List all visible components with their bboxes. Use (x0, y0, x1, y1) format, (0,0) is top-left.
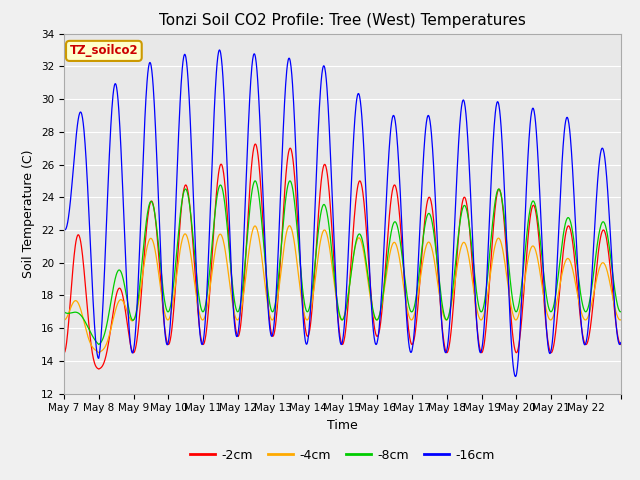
-2cm (474, 336, 482, 341)
-4cm (617, 317, 625, 323)
-16cm (317, 74, 325, 80)
Line: -16cm: -16cm (64, 50, 621, 376)
-2cm (328, 234, 336, 240)
-8cm (611, 283, 618, 289)
-4cm (95, 350, 102, 356)
-16cm (216, 47, 223, 53)
-2cm (252, 141, 259, 147)
Legend: -2cm, -4cm, -8cm, -16cm: -2cm, -4cm, -8cm, -16cm (186, 444, 499, 467)
-2cm (318, 172, 326, 178)
-16cm (328, 191, 336, 197)
-8cm (95, 342, 102, 348)
-4cm (328, 266, 336, 272)
-16cm (611, 298, 618, 304)
-8cm (617, 309, 625, 314)
-2cm (556, 285, 564, 290)
Y-axis label: Soil Temperature (C): Soil Temperature (C) (22, 149, 35, 278)
-8cm (318, 205, 326, 211)
-2cm (148, 198, 156, 204)
X-axis label: Time: Time (327, 419, 358, 432)
Line: -4cm: -4cm (64, 226, 621, 353)
-16cm (556, 202, 564, 207)
-4cm (556, 282, 564, 288)
Text: TZ_soilco2: TZ_soilco2 (70, 44, 138, 58)
-8cm (328, 255, 336, 261)
-2cm (95, 366, 102, 372)
-8cm (252, 178, 259, 184)
-2cm (60, 350, 68, 356)
-16cm (512, 373, 520, 379)
-2cm (617, 342, 625, 348)
-4cm (611, 302, 618, 308)
Title: Tonzi Soil CO2 Profile: Tree (West) Temperatures: Tonzi Soil CO2 Profile: Tree (West) Temp… (159, 13, 526, 28)
Line: -8cm: -8cm (64, 181, 621, 345)
-4cm (474, 312, 482, 318)
-4cm (286, 223, 294, 228)
-16cm (474, 336, 482, 341)
-16cm (147, 62, 155, 68)
-16cm (60, 226, 68, 232)
-8cm (148, 199, 156, 204)
-8cm (60, 309, 68, 315)
Line: -2cm: -2cm (64, 144, 621, 369)
-8cm (556, 259, 564, 264)
-2cm (611, 306, 618, 312)
-16cm (617, 340, 625, 346)
-8cm (474, 300, 482, 306)
-4cm (148, 236, 156, 241)
-4cm (318, 232, 326, 238)
-4cm (60, 317, 68, 323)
